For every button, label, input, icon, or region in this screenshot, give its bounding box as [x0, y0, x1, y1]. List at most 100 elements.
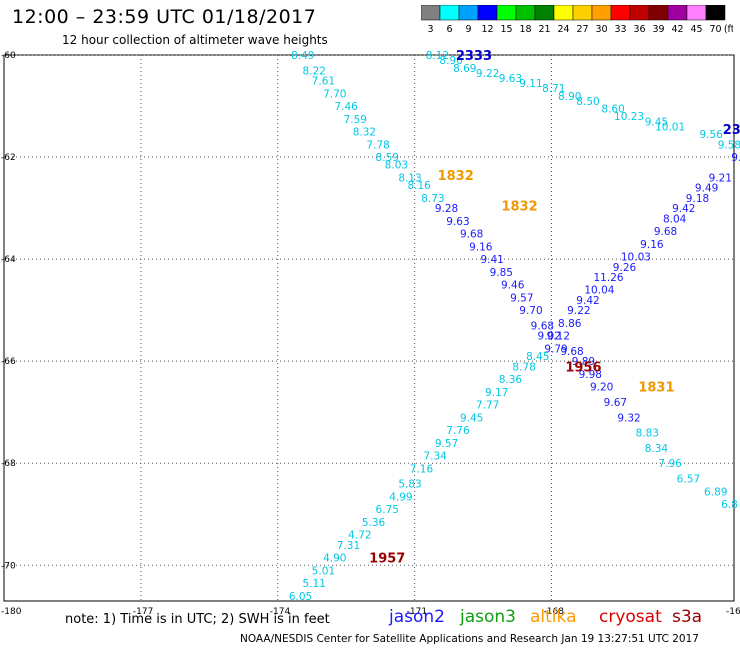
wave-height-value: 5.83: [398, 479, 421, 491]
wave-height-value: 9.20: [590, 382, 613, 394]
wave-height-value: 10.03: [621, 252, 651, 264]
wave-height-value: 9.49: [695, 183, 718, 195]
wave-height-value: 9.58: [718, 139, 740, 151]
pass-time-label: 1957: [369, 552, 405, 567]
wave-height-value: 8.12: [426, 50, 449, 62]
color-scale-label: 27: [576, 24, 588, 35]
wave-height-value: 9.21: [709, 172, 732, 184]
satellite-legend-item: s3a: [672, 607, 703, 627]
wave-height-value: 9.57: [435, 438, 458, 450]
pass-time-label: 1832: [501, 200, 537, 215]
wave-height-value: 5.01: [312, 565, 335, 577]
wave-height-value: 7.46: [334, 101, 358, 113]
color-scale-label: 39: [652, 24, 664, 35]
wave-height-value: 9.68: [654, 226, 677, 238]
wave-height-value: 9.: [731, 152, 740, 164]
wave-height-value: 6.57: [677, 474, 700, 486]
wave-height-value: 8.71: [542, 83, 565, 95]
wave-height-value: 9.42: [576, 295, 599, 307]
pass-time-label: 233: [723, 123, 740, 138]
color-scale-label: 24: [557, 24, 569, 35]
pass-time-label: 1831: [638, 381, 674, 396]
wave-height-value: 8.13: [398, 172, 421, 184]
lat-tick-label: -70: [1, 561, 16, 571]
wave-height-value: 4.99: [389, 491, 412, 503]
wave-height-value: 8.59: [376, 152, 399, 164]
wave-height-value: 8.69: [453, 63, 476, 75]
wave-height-value: 8.32: [353, 127, 376, 139]
wave-height-value: 6.75: [376, 504, 399, 516]
wave-height-value: 7.70: [323, 88, 346, 100]
color-scale-label: 70: [709, 24, 721, 35]
wave-height-value: 11.26: [594, 272, 624, 284]
wave-height-value: 9.70: [519, 305, 542, 317]
wave-height-value: 8.78: [512, 361, 535, 373]
color-scale-label: 36: [633, 24, 645, 35]
lat-tick-label: -64: [1, 255, 16, 265]
wave-height-value: 9.26: [613, 262, 637, 274]
wave-height-value: 7.96: [658, 458, 682, 470]
color-scale-label: 6: [446, 24, 452, 35]
wave-height-value: 9.22: [567, 305, 590, 317]
wave-height-value: 9.85: [490, 267, 513, 279]
wave-height-value: 4.90: [323, 553, 346, 565]
wave-height-value: 9.17: [485, 387, 508, 399]
wave-height-value: 9.45: [645, 116, 668, 128]
color-scale-label: 21: [538, 24, 550, 35]
wave-height-value: 6.8: [721, 499, 738, 511]
color-scale-label: 9: [465, 24, 471, 35]
pass-time-label: 1956: [565, 360, 601, 375]
wave-height-value: 9.89: [572, 356, 595, 368]
wave-height-value: 9.68: [531, 320, 554, 332]
wave-height-value: 9.42: [672, 203, 695, 215]
wave-height-value: 9.68: [560, 346, 583, 358]
wave-height-value: 10.01: [655, 121, 685, 133]
wave-height-value: 9.16: [469, 241, 493, 253]
color-scale-label: 18: [519, 24, 531, 35]
wave-height-value: 10.04: [584, 285, 614, 297]
wave-height-value: 9.22: [476, 68, 499, 80]
wave-height-value: 7.76: [446, 425, 470, 437]
wave-height-value: 9.32: [617, 412, 640, 424]
wave-height-value: 9.63: [499, 73, 522, 85]
wave-height-value: 8.45: [526, 351, 549, 363]
wave-height-value: 9.12: [547, 331, 570, 343]
color-scale-label: (ft): [724, 24, 733, 35]
wave-height-value: 7.61: [312, 76, 335, 88]
wave-height-value: 8.16: [407, 180, 431, 192]
wave-height-value: 9.56: [699, 129, 723, 141]
wave-height-value: 4.72: [348, 530, 371, 542]
lon-tick-label: -168: [544, 607, 565, 617]
wave-height-value: 7.16: [410, 463, 434, 475]
wave-height-value: 6.89: [704, 486, 727, 498]
lat-tick-label: -66: [1, 357, 16, 367]
satellite-legend-item: altika: [530, 607, 577, 627]
lon-tick-label: -180: [1, 607, 22, 617]
wave-height-value: 9.68: [460, 229, 483, 241]
wave-height-value: 8.50: [576, 96, 599, 108]
wave-height-value: 8.34: [645, 443, 669, 455]
wave-height-value: 8.86: [558, 318, 582, 330]
color-scale-label: 12: [481, 24, 493, 35]
page-title: 12:00 – 23:59 UTC 01/18/2017: [12, 6, 317, 28]
wave-height-value: 9.79: [544, 343, 567, 355]
wave-height-value: 9.45: [460, 412, 483, 424]
wave-height-value: 9.67: [604, 397, 627, 409]
wave-height-value: 7.34: [423, 451, 447, 463]
wave-height-value: 9.18: [686, 193, 709, 205]
wave-height-value: 9.41: [480, 254, 503, 266]
lon-tick-label: -16: [726, 607, 740, 617]
note-text: note: 1) Time is in UTC; 2) SWH is in fe…: [65, 612, 330, 627]
pass-time-label: 2333: [456, 49, 492, 64]
color-scale-label: 30: [595, 24, 607, 35]
wave-height-value: 7.78: [366, 139, 389, 151]
wave-height-value: 5.36: [362, 517, 386, 529]
wave-height-value: 10.23: [614, 111, 644, 123]
wave-height-value: 9.28: [435, 203, 458, 215]
page-subtitle: 12 hour collection of altimeter wave hei…: [62, 33, 328, 47]
satellite-legend-item: cryosat: [599, 607, 662, 627]
lon-tick-label: -171: [407, 607, 427, 617]
wave-height-value: 8.83: [636, 428, 659, 440]
wave-height-value: 8.36: [499, 374, 523, 386]
